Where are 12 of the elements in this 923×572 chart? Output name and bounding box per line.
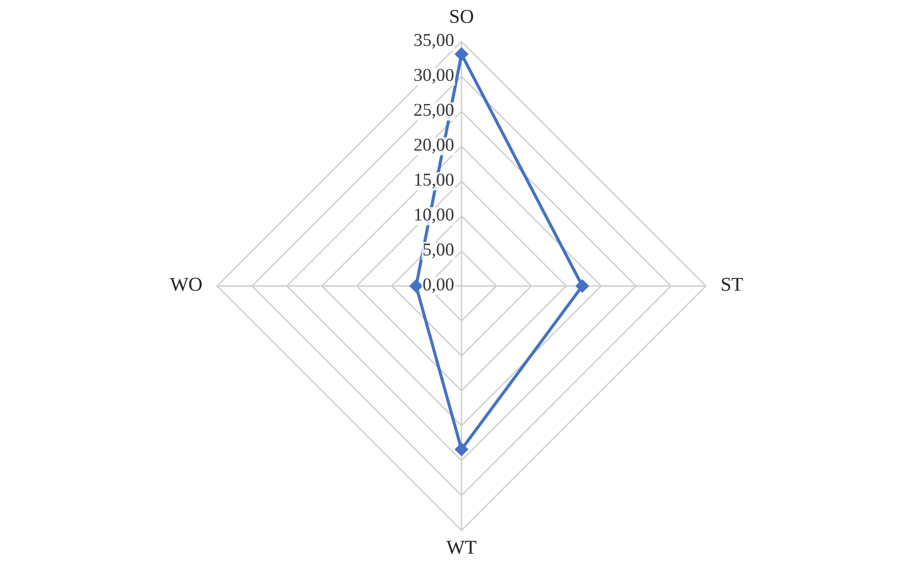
- y-tick-label: 0,00: [423, 278, 454, 294]
- spoke-label: WO: [170, 278, 202, 291]
- spoke-label: WT: [446, 540, 476, 554]
- y-tick-label: 15,00: [415, 174, 454, 188]
- y-tick-label: 10,00: [415, 208, 454, 224]
- y-tick-label: 25,00: [414, 104, 454, 119]
- y-tick-label: 35,00: [414, 34, 454, 49]
- spoke-label: ST: [722, 278, 743, 291]
- y-tick-label: 20,00: [414, 138, 454, 154]
- y-tick-label: 30,00: [414, 68, 454, 84]
- y-tick-label: 5,00: [424, 243, 454, 258]
- spoke-label: SO: [450, 10, 474, 23]
